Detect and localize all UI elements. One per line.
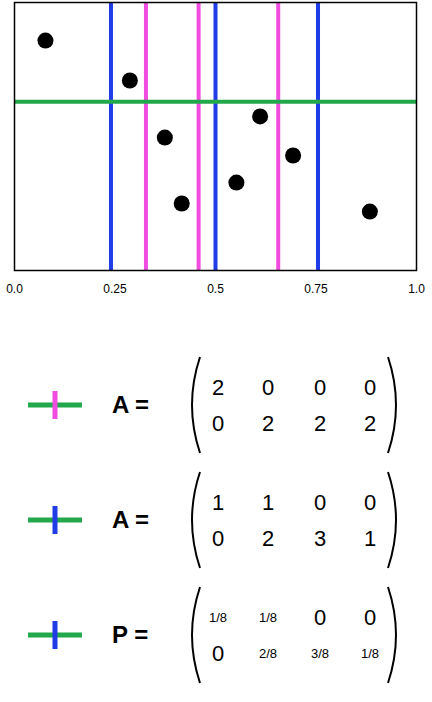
svg-text:1/8: 1/8 xyxy=(361,646,379,661)
svg-text:1.0: 1.0 xyxy=(408,282,425,296)
svg-text:3: 3 xyxy=(314,526,326,551)
svg-text:A =: A = xyxy=(112,506,149,533)
svg-text:2: 2 xyxy=(262,411,274,436)
svg-text:1: 1 xyxy=(364,526,376,551)
svg-text:1/8: 1/8 xyxy=(259,610,277,625)
svg-text:0: 0 xyxy=(314,375,326,400)
svg-text:0.25: 0.25 xyxy=(103,282,127,296)
svg-text:2: 2 xyxy=(212,375,224,400)
svg-text:2: 2 xyxy=(262,526,274,551)
svg-text:0.5: 0.5 xyxy=(207,282,224,296)
svg-text:0: 0 xyxy=(212,411,224,436)
svg-text:2: 2 xyxy=(314,411,326,436)
svg-text:1: 1 xyxy=(262,490,274,515)
svg-text:0.75: 0.75 xyxy=(304,282,328,296)
svg-text:0: 0 xyxy=(314,490,326,515)
svg-text:0.0: 0.0 xyxy=(6,282,23,296)
svg-text:0: 0 xyxy=(212,641,224,666)
svg-text:A =: A = xyxy=(112,391,149,418)
svg-text:0: 0 xyxy=(364,605,376,630)
svg-text:0: 0 xyxy=(212,526,224,551)
svg-text:0: 0 xyxy=(314,605,326,630)
svg-text:2: 2 xyxy=(364,411,376,436)
svg-text:0: 0 xyxy=(364,375,376,400)
svg-text:1: 1 xyxy=(212,490,224,515)
svg-text:2/8: 2/8 xyxy=(259,646,277,661)
svg-text:3/8: 3/8 xyxy=(311,646,329,661)
svg-text:P =: P = xyxy=(112,621,148,648)
svg-text:0: 0 xyxy=(364,490,376,515)
svg-text:0: 0 xyxy=(262,375,274,400)
svg-text:1/8: 1/8 xyxy=(209,610,227,625)
